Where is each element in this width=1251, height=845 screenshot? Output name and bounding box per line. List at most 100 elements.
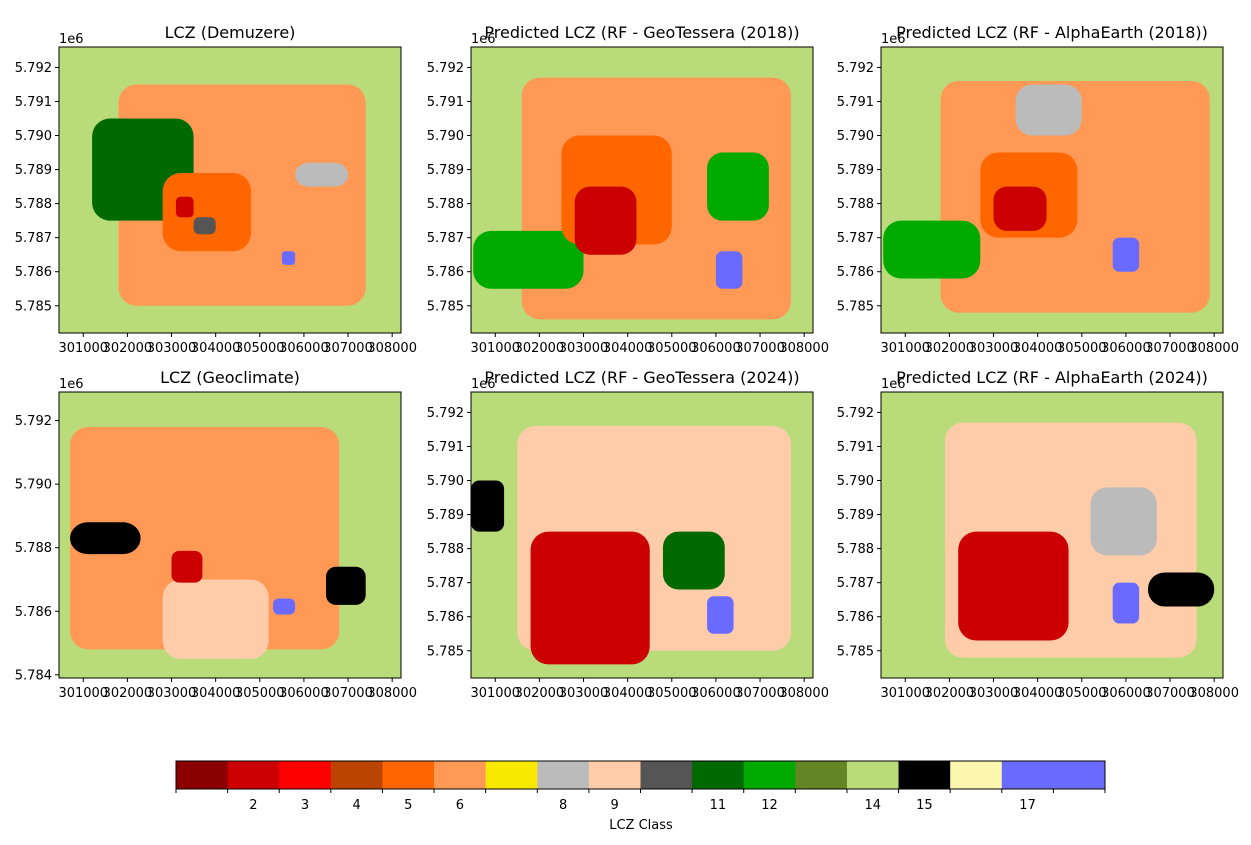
- y-tick-label: 5.791: [427, 440, 464, 455]
- colorbar: 2 3 4 5 6 8 9 11 12 14 15 17: [175, 760, 1106, 813]
- x-tick-label: 303000: [147, 341, 197, 356]
- colorbar-swatch: [227, 761, 280, 789]
- y-tick-label: 5.790: [427, 474, 464, 489]
- lcz-region: [1112, 237, 1140, 272]
- x-tick-label: 306000: [691, 341, 741, 356]
- y-tick-label: 5.786: [427, 265, 464, 280]
- lcz-region: [1015, 84, 1082, 136]
- x-tick-label: 306000: [1101, 686, 1151, 701]
- y-tick-label: 5.791: [837, 95, 874, 110]
- y-tick-label: 5.786: [15, 605, 52, 620]
- colorbar-tick-label: 11: [710, 798, 727, 813]
- colorbar-swatch: [898, 761, 951, 789]
- x-tick-label: 302000: [103, 686, 153, 701]
- colorbar-swatch: [279, 761, 332, 789]
- lcz-region: [281, 251, 296, 265]
- x-tick-label: 307000: [323, 341, 373, 356]
- colorbar-swatch: [434, 761, 487, 789]
- axes-frame: [880, 46, 1224, 334]
- axes-frame: [470, 46, 814, 334]
- x-tick-label: 307000: [1145, 341, 1195, 356]
- colorbar-tick-label: 2: [249, 798, 257, 813]
- x-tick-label: 303000: [147, 686, 197, 701]
- lcz-region: [70, 522, 141, 555]
- lcz-region: [707, 152, 769, 221]
- panel-title: Predicted LCZ (RF - GeoTessera (2024)): [484, 368, 799, 387]
- map-raster: [471, 392, 813, 678]
- y-tick-label: 5.784: [15, 668, 52, 683]
- map-raster: [881, 392, 1223, 678]
- x-tick-label: 303000: [969, 686, 1019, 701]
- lcz-region: [193, 217, 216, 235]
- y-offset-label: 1e6: [881, 32, 906, 47]
- y-tick-label: 5.786: [15, 265, 52, 280]
- x-tick-label: 308000: [779, 686, 829, 701]
- colorbar-swatch: [330, 761, 383, 789]
- x-tick-label: 302000: [515, 686, 565, 701]
- x-tick-label: 302000: [925, 341, 975, 356]
- y-tick-label: 5.788: [427, 197, 464, 212]
- x-tick-label: 305000: [235, 686, 285, 701]
- y-tick-label: 5.787: [15, 231, 52, 246]
- x-tick-label: 305000: [1057, 686, 1107, 701]
- panel-title: LCZ (Geoclimate): [160, 368, 300, 387]
- y-tick-label: 5.785: [427, 644, 464, 659]
- y-tick-label: 5.792: [427, 61, 464, 76]
- lcz-region: [883, 220, 981, 279]
- axes-frame: [58, 391, 402, 679]
- lcz-region: [273, 598, 296, 615]
- colorbar-tick-label: 4: [352, 798, 360, 813]
- panel-title: Predicted LCZ (RF - AlphaEarth (2018)): [896, 23, 1208, 42]
- y-tick-label: 5.789: [15, 163, 52, 178]
- map-raster: [59, 392, 401, 678]
- lcz-region: [162, 172, 251, 252]
- x-tick-label: 304000: [1013, 686, 1063, 701]
- colorbar-tick-label: 15: [916, 798, 933, 813]
- map-panel: Predicted LCZ (RF - AlphaEarth (2018))1e…: [837, 23, 1239, 356]
- lcz-region: [471, 480, 505, 532]
- x-tick-label: 304000: [191, 686, 241, 701]
- y-tick-label: 5.789: [837, 163, 874, 178]
- lcz-region: [958, 531, 1069, 641]
- y-tick-label: 5.790: [15, 478, 52, 493]
- lcz-region: [1147, 572, 1215, 607]
- x-tick-label: 303000: [559, 341, 609, 356]
- y-tick-label: 5.790: [837, 129, 874, 144]
- colorbar-swatch: [1053, 761, 1106, 789]
- y-offset-label: 1e6: [59, 377, 84, 392]
- axes-frame: [58, 46, 402, 334]
- y-tick-label: 5.792: [427, 406, 464, 421]
- x-tick-label: 301000: [880, 341, 930, 356]
- panel-title: Predicted LCZ (RF - AlphaEarth (2024)): [896, 368, 1208, 387]
- y-tick-label: 5.787: [837, 231, 874, 246]
- colorbar-swatch: [846, 761, 900, 789]
- colorbar-tick-label: 6: [456, 798, 464, 813]
- y-tick-label: 5.789: [837, 508, 874, 523]
- colorbar-swatch: [950, 761, 1003, 789]
- y-tick-label: 5.790: [15, 129, 52, 144]
- y-tick-label: 5.791: [427, 95, 464, 110]
- x-tick-label: 301000: [58, 341, 108, 356]
- x-tick-label: 306000: [279, 686, 329, 701]
- x-tick-label: 303000: [559, 686, 609, 701]
- map-panel: LCZ (Demuzere) 1e6 5.785 5.786 5.787 5.788 5.7…: [15, 23, 417, 356]
- lcz-region: [295, 162, 349, 187]
- y-tick-label: 5.789: [427, 508, 464, 523]
- x-tick-label: 301000: [58, 686, 108, 701]
- y-tick-label: 5.788: [427, 542, 464, 557]
- colorbar-tick-label: 8: [559, 798, 567, 813]
- y-tick-label: 5.791: [837, 440, 874, 455]
- x-tick-label: 305000: [647, 686, 697, 701]
- map-panels: LCZ (Demuzere) 1e6 5.785 5.786 5.787 5.788 5.7…: [15, 23, 1239, 701]
- x-tick-label: 302000: [103, 341, 153, 356]
- y-offset-label: 1e6: [471, 377, 496, 392]
- lcz-region: [1112, 582, 1140, 624]
- lcz-region: [171, 550, 203, 583]
- y-tick-label: 5.788: [837, 197, 874, 212]
- colorbar-swatch: [692, 761, 745, 789]
- x-tick-label: 306000: [1101, 341, 1151, 356]
- colorbar-label: LCZ Class: [609, 818, 673, 833]
- lcz-region: [707, 596, 734, 634]
- x-tick-label: 308000: [1189, 341, 1239, 356]
